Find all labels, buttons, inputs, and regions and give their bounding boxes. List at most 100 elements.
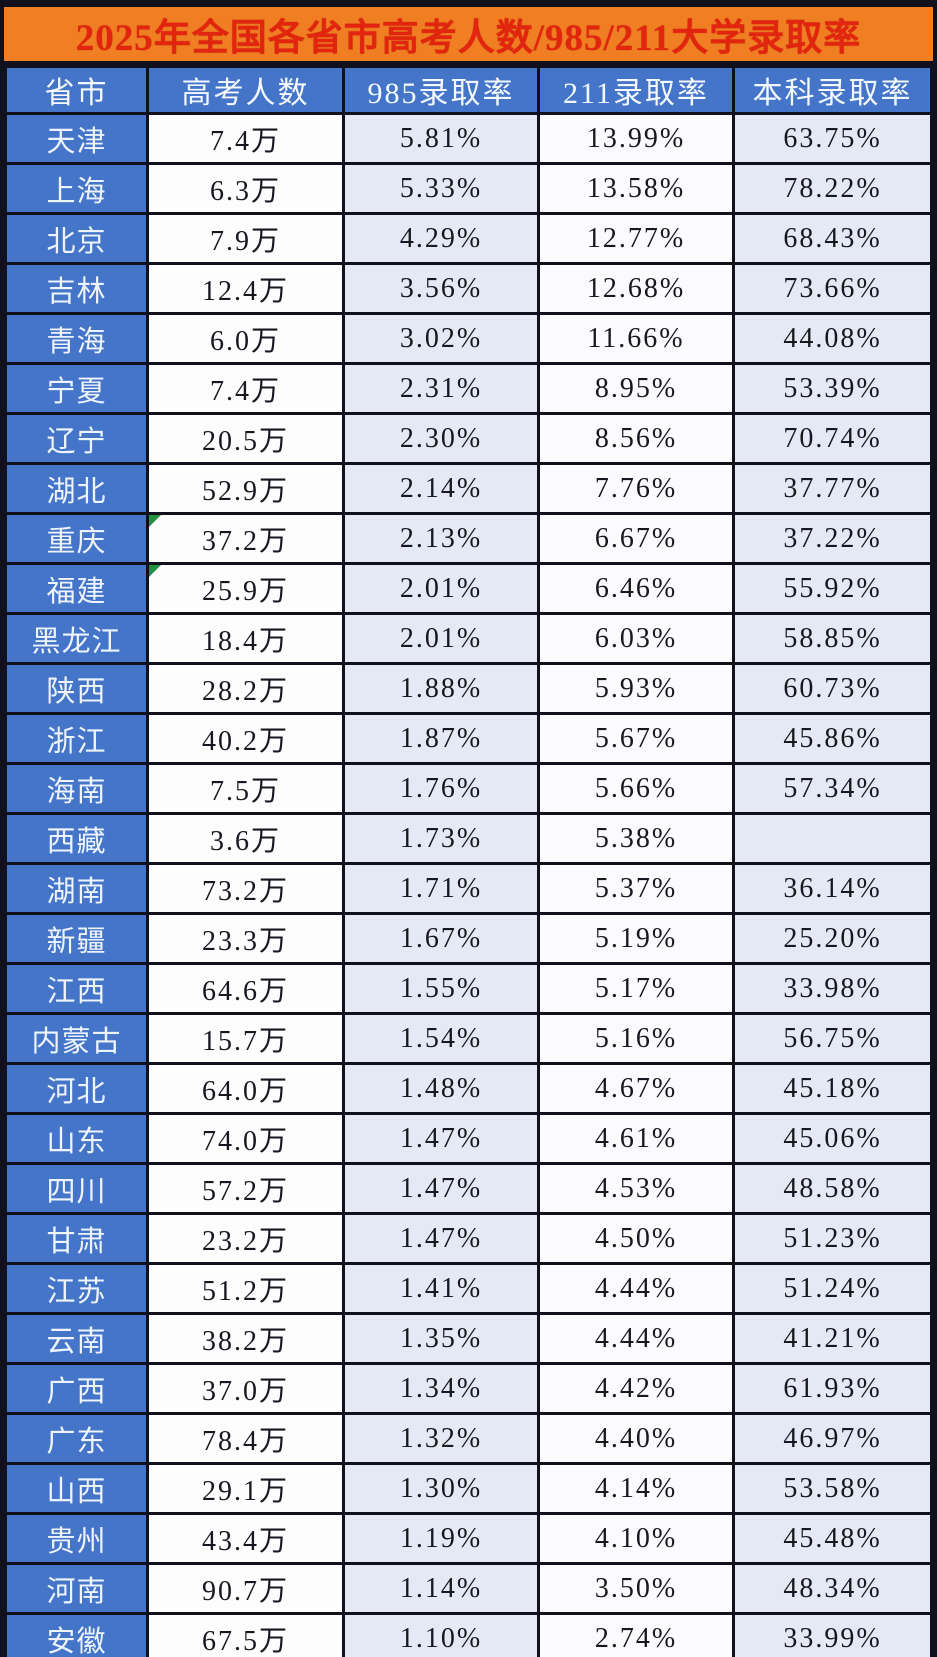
value-cell: 6.67% (537, 512, 735, 565)
province-cell: 湖北 (4, 462, 149, 515)
value-cell: 1.88% (342, 662, 540, 715)
value-cell: 37.0万 (146, 1362, 345, 1415)
province-cell: 陕西 (4, 662, 149, 715)
table-row: 北京 7.9万 4.29% 12.77% 68.43% (4, 212, 933, 265)
value-cell: 6.3万 (146, 162, 345, 215)
table-row: 浙江 40.2万 1.87% 5.67% 45.86% (4, 712, 933, 765)
province-cell: 福建 (4, 562, 149, 615)
province-cell: 江苏 (4, 1262, 149, 1315)
value-cell: 15.7万 (146, 1012, 345, 1065)
value-cell: 74.0万 (146, 1112, 345, 1165)
table-row: 河南 90.7万 1.14% 3.50% 48.34% (4, 1562, 933, 1615)
value-cell: 1.47% (342, 1162, 540, 1215)
value-cell: 8.95% (537, 362, 735, 415)
value-cell: 38.2万 (146, 1312, 345, 1365)
value-cell: 1.55% (342, 962, 540, 1015)
value-cell: 5.93% (537, 662, 735, 715)
table-row: 海南 7.5万 1.76% 5.66% 57.34% (4, 762, 933, 815)
value-cell: 1.41% (342, 1262, 540, 1315)
province-cell: 宁夏 (4, 362, 149, 415)
value-cell: 73.2万 (146, 862, 345, 915)
table-row: 宁夏 7.4万 2.31% 8.95% 53.39% (4, 362, 933, 415)
table-container: 省市 高考人数 985录取率 211录取率 本科录取率 天津 7.4万 5.81% 13.99… (4, 65, 933, 1657)
value-cell: 33.99% (732, 1612, 933, 1657)
province-cell: 江西 (4, 962, 149, 1015)
value-cell: 1.73% (342, 812, 540, 865)
value-cell: 7.4万 (146, 112, 345, 165)
province-cell: 天津 (4, 112, 149, 165)
province-cell: 广西 (4, 1362, 149, 1415)
table-row: 安徽 67.5万 1.10% 2.74% 33.99% (4, 1612, 933, 1657)
value-cell: 45.86% (732, 712, 933, 765)
value-cell: 13.58% (537, 162, 735, 215)
value-cell: 70.74% (732, 412, 933, 465)
value-cell: 25.9万 (146, 562, 345, 615)
value-cell: 37.2万 (146, 512, 345, 565)
value-cell: 7.4万 (146, 362, 345, 415)
province-cell: 山西 (4, 1462, 149, 1515)
value-cell: 6.0万 (146, 312, 345, 365)
value-cell: 4.67% (537, 1062, 735, 1115)
value-cell: 1.47% (342, 1112, 540, 1165)
table-row: 黑龙江 18.4万 2.01% 6.03% 58.85% (4, 612, 933, 665)
value-cell: 44.08% (732, 312, 933, 365)
value-cell: 52.9万 (146, 462, 345, 515)
province-cell: 山东 (4, 1112, 149, 1165)
value-cell: 23.3万 (146, 912, 345, 965)
value-cell: 4.29% (342, 212, 540, 265)
value-cell: 1.87% (342, 712, 540, 765)
table-row: 重庆 37.2万 2.13% 6.67% 37.22% (4, 512, 933, 565)
column-header: 211录取率 (537, 65, 735, 115)
value-cell: 5.16% (537, 1012, 735, 1065)
value-cell: 48.58% (732, 1162, 933, 1215)
table-row: 辽宁 20.5万 2.30% 8.56% 70.74% (4, 412, 933, 465)
value-cell: 1.30% (342, 1462, 540, 1515)
table-row: 山东 74.0万 1.47% 4.61% 45.06% (4, 1112, 933, 1165)
table-row: 新疆 23.3万 1.67% 5.19% 25.20% (4, 912, 933, 965)
province-cell: 西藏 (4, 812, 149, 865)
value-cell: 1.67% (342, 912, 540, 965)
value-cell: 55.92% (732, 562, 933, 615)
value-cell: 1.76% (342, 762, 540, 815)
value-cell: 5.66% (537, 762, 735, 815)
table-row: 上海 6.3万 5.33% 13.58% 78.22% (4, 162, 933, 215)
value-cell: 1.47% (342, 1212, 540, 1265)
value-cell: 53.39% (732, 362, 933, 415)
value-cell: 5.81% (342, 112, 540, 165)
value-cell: 1.32% (342, 1412, 540, 1465)
province-cell: 吉林 (4, 262, 149, 315)
value-cell: 5.33% (342, 162, 540, 215)
table-row: 吉林 12.4万 3.56% 12.68% 73.66% (4, 262, 933, 315)
value-cell: 7.76% (537, 462, 735, 515)
value-cell: 1.35% (342, 1312, 540, 1365)
value-cell: 45.06% (732, 1112, 933, 1165)
value-cell: 7.5万 (146, 762, 345, 815)
value-cell: 2.30% (342, 412, 540, 465)
province-cell: 新疆 (4, 912, 149, 965)
value-cell: 78.4万 (146, 1412, 345, 1465)
value-cell: 63.75% (732, 112, 933, 165)
value-cell: 5.37% (537, 862, 735, 915)
province-cell: 广东 (4, 1412, 149, 1465)
value-cell: 4.10% (537, 1512, 735, 1565)
table-row: 云南 38.2万 1.35% 4.44% 41.21% (4, 1312, 933, 1365)
value-cell: 33.98% (732, 962, 933, 1015)
value-cell: 11.66% (537, 312, 735, 365)
value-cell: 46.97% (732, 1412, 933, 1465)
value-cell: 51.23% (732, 1212, 933, 1265)
value-cell: 5.19% (537, 912, 735, 965)
table-row: 广西 37.0万 1.34% 4.42% 61.93% (4, 1362, 933, 1415)
province-cell: 甘肃 (4, 1212, 149, 1265)
value-cell: 18.4万 (146, 612, 345, 665)
column-header: 本科录取率 (732, 65, 933, 115)
data-table: 省市 高考人数 985录取率 211录取率 本科录取率 天津 7.4万 5.81% 13.99… (4, 65, 933, 1657)
value-cell: 23.2万 (146, 1212, 345, 1265)
value-cell: 56.75% (732, 1012, 933, 1065)
value-cell: 3.56% (342, 262, 540, 315)
value-cell: 4.14% (537, 1462, 735, 1515)
value-cell: 78.22% (732, 162, 933, 215)
value-cell: 6.46% (537, 562, 735, 615)
value-cell: 12.68% (537, 262, 735, 315)
value-cell: 1.34% (342, 1362, 540, 1415)
value-cell: 13.99% (537, 112, 735, 165)
